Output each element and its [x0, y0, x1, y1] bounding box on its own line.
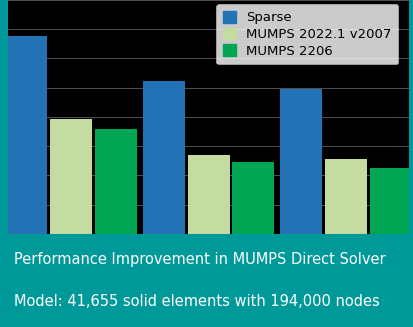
Bar: [370, 168, 412, 234]
Bar: [50, 119, 92, 234]
Bar: [233, 163, 274, 234]
Bar: [5, 36, 47, 234]
Bar: [143, 81, 185, 234]
Bar: [95, 129, 137, 234]
Bar: [188, 155, 230, 234]
Bar: [325, 159, 367, 234]
Bar: [280, 89, 322, 234]
Legend: Sparse, MUMPS 2022.1 v2007, MUMPS 2206: Sparse, MUMPS 2022.1 v2007, MUMPS 2206: [216, 4, 398, 64]
Text: Performance Improvement in MUMPS Direct Solver: Performance Improvement in MUMPS Direct …: [14, 252, 386, 267]
Text: Model: 41,655 solid elements with 194,000 nodes: Model: 41,655 solid elements with 194,00…: [14, 294, 380, 309]
